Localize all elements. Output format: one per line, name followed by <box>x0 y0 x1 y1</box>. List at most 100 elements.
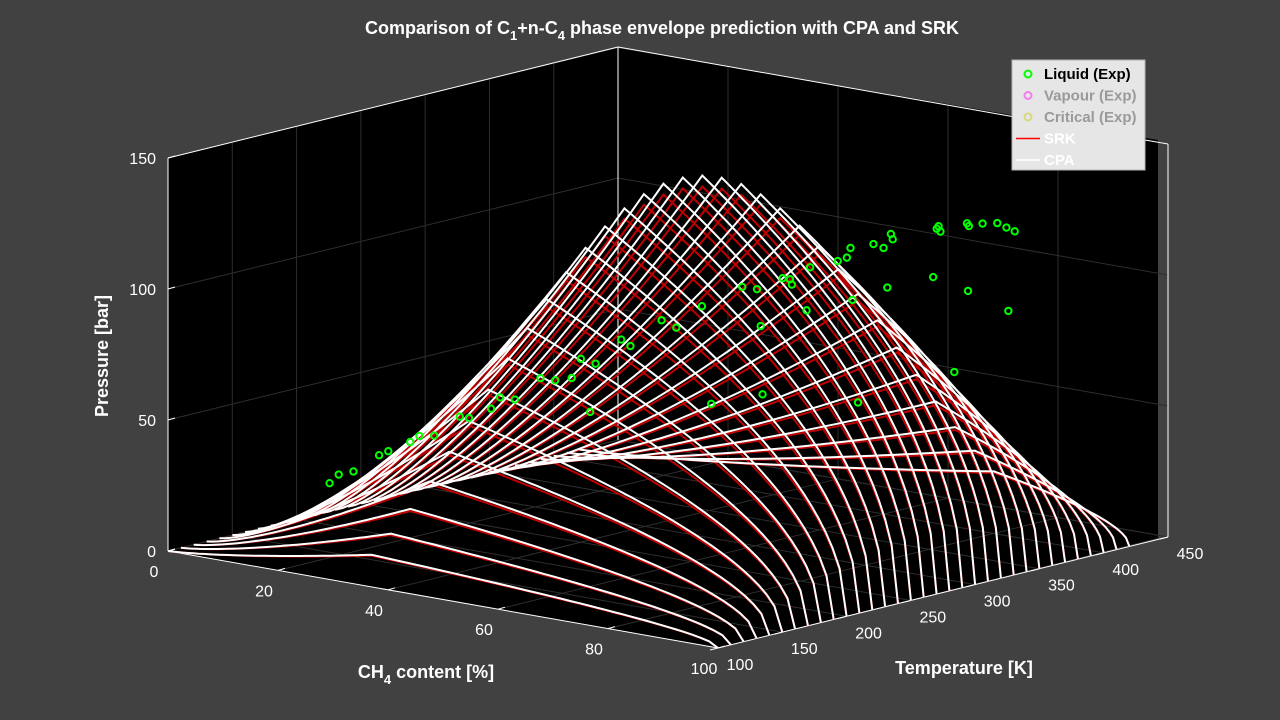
liquid-exp-point <box>756 321 765 331</box>
y-tick-mark <box>774 631 783 635</box>
liquid-exp-point <box>950 367 959 377</box>
cpa-isotherm-line <box>334 206 887 607</box>
liquid-exp-point <box>846 243 855 253</box>
liquid-exp-point <box>626 341 635 351</box>
y-tick-label: 150 <box>791 641 818 658</box>
liquid-exp-point <box>536 373 545 383</box>
grid-line <box>617 439 1169 538</box>
cpa-isotherm-line <box>579 448 1131 547</box>
frame-edge <box>717 536 1169 649</box>
cpa-series <box>167 173 1131 649</box>
liquid-exp-point <box>758 390 767 399</box>
x-tick-mark <box>497 606 506 610</box>
x-tick-label: 80 <box>585 642 603 659</box>
cpa-isotherm-line <box>476 267 1028 573</box>
srk-isotherm-line <box>476 275 1028 573</box>
legend-label: CPA <box>1044 152 1075 169</box>
legend: Liquid (Exp) Vapour (Exp) Critical (Exp) SR… <box>1011 59 1146 171</box>
cpa-isotherm-line <box>566 449 1118 550</box>
liquid-exp-point <box>325 478 334 488</box>
legend-marker <box>1023 69 1033 79</box>
y-tick-label: 300 <box>984 594 1011 611</box>
frame-edge <box>167 46 619 159</box>
liquid-exp-point <box>591 359 600 368</box>
liquid-exp-point <box>617 335 626 344</box>
z-tick-mark <box>167 286 176 290</box>
z-tick-label: 50 <box>138 413 156 430</box>
liquid-exp-point <box>567 373 576 383</box>
liquid-exp-point <box>932 224 941 233</box>
cpa-isotherm-line <box>553 426 1105 554</box>
cpa-isotherm-line <box>193 507 745 643</box>
cpa-isotherm-line <box>347 192 899 604</box>
liquid-exp-point <box>802 306 811 315</box>
legend-marker <box>1023 91 1033 100</box>
liquid-exp-point <box>993 218 1002 228</box>
cpa-isotherm-line <box>360 182 912 601</box>
cpa-isotherm-line <box>424 192 977 585</box>
liquid-exp-point <box>1010 227 1019 236</box>
cpa-isotherm-line <box>540 400 1092 557</box>
liquid-exp-point <box>334 470 343 479</box>
chart-title: Comparison of C1+n-C4 phase envelope pre… <box>365 18 959 43</box>
y-tick-label: 350 <box>1048 578 1075 595</box>
x-tick-mark <box>717 645 726 649</box>
liquid-exp-point <box>842 253 852 262</box>
y-axis-label: Temperature [K] <box>895 658 1033 678</box>
phase-envelope-curves <box>167 173 1131 649</box>
x-tick-label: 20 <box>255 583 273 600</box>
z-tick-mark <box>167 417 176 421</box>
cpa-isotherm-line <box>180 532 732 646</box>
grid-line <box>425 487 976 586</box>
liquid-exp-point <box>495 393 505 402</box>
cpa-isotherm-line <box>450 224 1002 579</box>
liquid-exp-point <box>657 316 666 325</box>
y-tick-mark <box>902 599 911 603</box>
x-tick-mark <box>387 587 396 591</box>
liquid-exp-point <box>869 239 878 249</box>
frame-edge <box>167 550 719 649</box>
x-tick-label: 60 <box>475 622 493 639</box>
liquid-exp-point <box>978 219 987 228</box>
liquid-exp-point <box>374 451 384 460</box>
liquid-exp-point <box>585 407 595 417</box>
z-tick-label: 100 <box>129 282 156 299</box>
grid-line <box>167 177 619 290</box>
liquid-exp-point <box>349 467 358 476</box>
liquid-exp-point <box>551 376 560 385</box>
grid-line <box>387 478 839 591</box>
legend-marker <box>1023 112 1033 122</box>
liquid-exp-point <box>429 431 439 440</box>
z-tick-label: 0 <box>147 544 156 561</box>
grid-line <box>489 471 1040 570</box>
liquid-exp-point <box>752 284 762 294</box>
liquid-exp-point <box>805 263 815 272</box>
cpa-isotherm-line <box>399 176 951 591</box>
liquid-exp-point <box>576 354 586 364</box>
cpa-isotherm-line <box>219 450 771 636</box>
liquid-exp-point <box>879 243 888 253</box>
grid-line <box>360 502 911 601</box>
cpa-isotherm-line <box>386 173 938 595</box>
liquid-exp-point <box>785 275 795 284</box>
x-tick-label: 40 <box>365 603 383 620</box>
cpa-isotherm-line <box>437 206 989 582</box>
liquid-exp-point <box>963 286 973 296</box>
liquid-exp-point <box>707 399 716 409</box>
legend-box <box>1011 59 1146 171</box>
x-tick-label: 0 <box>150 564 159 581</box>
y-tick-mark <box>967 584 976 588</box>
x-tick-mark <box>277 567 286 571</box>
liquid-exp-point <box>888 235 897 244</box>
legend-label: SRK <box>1044 131 1076 148</box>
liquid-exp-point <box>928 272 938 282</box>
liquid-exp-point <box>883 283 892 292</box>
legend-label: Vapour (Exp) <box>1044 88 1137 105</box>
legend-label: Critical (Exp) <box>1044 109 1137 126</box>
liquid-exp-point <box>406 437 415 447</box>
y-tick-mark <box>709 647 719 651</box>
y-tick-label: 450 <box>1177 546 1204 563</box>
y-tick-mark <box>1031 568 1040 572</box>
cpa-isotherm-line <box>167 550 719 649</box>
